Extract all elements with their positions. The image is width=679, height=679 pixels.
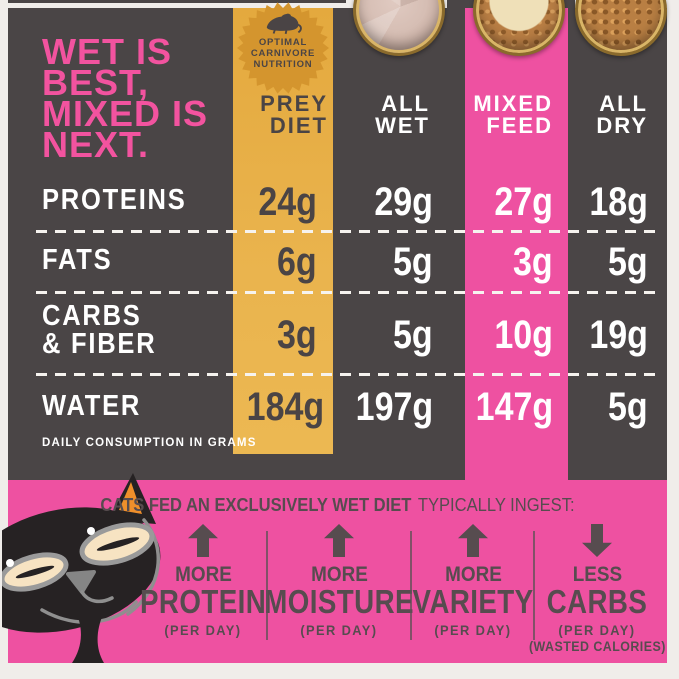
value-proteins-all-dry: 18g [589, 180, 648, 224]
benefit-item-moisture: MORE MOISTURE (PER DAY) [264, 524, 413, 639]
benefit-subtext: (PER DAY) [300, 622, 378, 638]
top-edge-line [8, 0, 346, 3]
value-water-all-dry: 5g [608, 385, 648, 429]
benefit-word: CARBS [546, 583, 648, 620]
item-divider [533, 531, 535, 640]
row-label-proteins: PROTEINS [42, 184, 206, 216]
arrow-up-icon [458, 524, 488, 557]
row-label-line: & FIBER [42, 328, 157, 360]
column-header-line: ALL [381, 91, 430, 116]
column-header-line: ALL [599, 91, 648, 116]
benefit-item-carbs: LESS CARBS (PER DAY) (WASTED CALORIES) [528, 524, 666, 655]
title-line: MIXED IS [42, 93, 209, 134]
column-header-line: PREY [260, 91, 328, 116]
value-water-mixed: 147g [475, 385, 553, 429]
arrow-up-icon [188, 524, 218, 557]
headline-rest: TYPICALLY INGEST: [417, 495, 575, 515]
arrow-up-icon [324, 524, 354, 557]
benefit-subtext-2: (WASTED CALORIES) [528, 639, 666, 654]
benefit-item-variety: MORE VARIETY (PER DAY) [406, 524, 540, 639]
value-proteins-all-wet: 29g [374, 180, 433, 224]
badge-text-line: OPTIMAL [258, 37, 308, 48]
badge-text-line: CARNIVORE [250, 48, 316, 59]
value-water-all-wet: 197g [355, 385, 433, 429]
row-divider [36, 291, 656, 294]
column-header-mixed-feed: MIXED FEED [453, 93, 553, 137]
title-line: BEST, [42, 62, 150, 103]
column-header-line: MIXED [473, 91, 553, 116]
row-label-line: PROTEINS [42, 184, 187, 216]
poster-title: WET IS BEST, MIXED IS NEXT. [42, 31, 209, 165]
dry-food-bowl-photo [575, 0, 667, 56]
arrow-down-icon [582, 524, 612, 557]
bottom-headline: CATS FED AN EXCLUSIVELY WET DIET TYPICALL… [34, 495, 640, 516]
benefit-word: MOISTURE [264, 583, 414, 620]
row-label-carbs-fiber: CARBS & FIBER [42, 300, 172, 360]
benefit-subtext: (PER DAY) [434, 622, 512, 638]
value-fats-mixed: 3g [513, 240, 553, 284]
table-footnote: DAILY CONSUMPTION IN GRAMS [42, 437, 257, 449]
row-label-water: WATER [42, 390, 155, 422]
row-divider [36, 373, 656, 376]
benefit-word: VARIETY [412, 583, 534, 620]
column-header-line: DIET [269, 113, 328, 138]
benefit-qualifier: MORE [174, 563, 232, 586]
column-header-all-wet: ALL WET [330, 93, 430, 137]
row-label-line: CARBS [42, 300, 142, 332]
title-line: WET IS [42, 31, 172, 72]
benefit-qualifier: LESS [572, 563, 622, 586]
value-carbs-mixed: 10g [494, 313, 553, 357]
column-header-line: WET [375, 113, 430, 138]
benefit-subtext: (PER DAY) [164, 622, 242, 638]
value-carbs-prey: 3g [277, 313, 317, 357]
column-header-all-dry: ALL DRY [548, 93, 648, 137]
benefit-qualifier: MORE [310, 563, 368, 586]
value-carbs-all-wet: 5g [393, 313, 433, 357]
value-fats-all-wet: 5g [393, 240, 433, 284]
column-header-line: FEED [486, 113, 553, 138]
benefit-subtext: (PER DAY) [558, 622, 636, 638]
mouse-icon [266, 13, 302, 35]
column-header-line: DRY [596, 113, 648, 138]
benefit-item-protein: MORE PROTEIN (PER DAY) [138, 524, 268, 639]
value-proteins-mixed: 27g [494, 180, 553, 224]
value-proteins-prey: 24g [258, 180, 317, 224]
row-label-line: WATER [42, 390, 142, 422]
item-divider [410, 531, 412, 640]
badge-text-line: NUTRITION [253, 59, 313, 70]
value-carbs-all-dry: 19g [589, 313, 648, 357]
title-line: NEXT. [42, 124, 150, 165]
mixed-food-bowl-photo [473, 0, 565, 56]
row-divider [36, 230, 656, 233]
benefit-qualifier: MORE [444, 563, 502, 586]
row-label-fats: FATS [42, 244, 122, 276]
value-fats-all-dry: 5g [608, 240, 648, 284]
row-label-line: FATS [42, 244, 113, 276]
item-divider [266, 531, 268, 640]
value-water-prey: 184g [246, 385, 325, 429]
benefit-word: PROTEIN [139, 583, 267, 620]
value-fats-prey: 6g [277, 240, 317, 284]
black-cat-illustration [2, 473, 161, 663]
headline-bold: CATS FED AN EXCLUSIVELY WET DIET [100, 495, 412, 515]
wet-food-bowl-photo [353, 0, 445, 56]
column-header-prey-diet: PREY DIET [233, 93, 328, 137]
